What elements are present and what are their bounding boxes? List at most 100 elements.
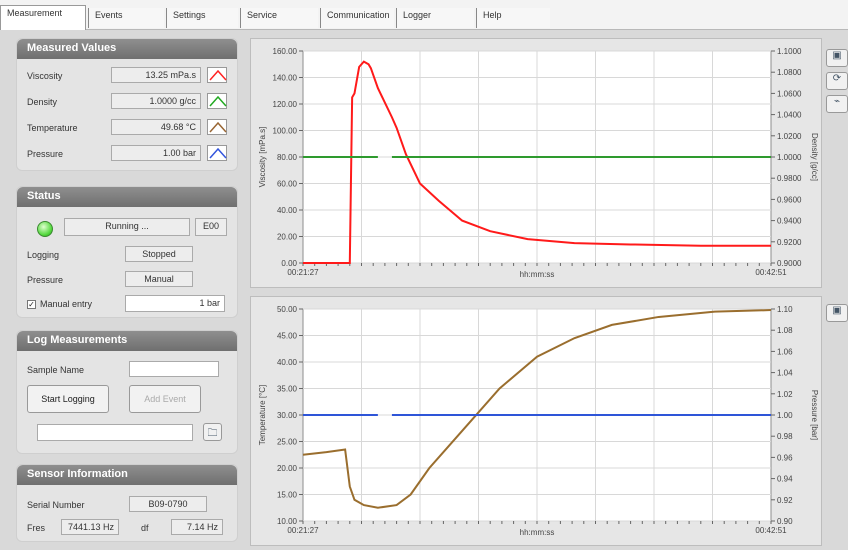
y-tick-label: 50.00 [277, 305, 298, 314]
measured-values-title: Measured Values [17, 39, 237, 59]
y2-tick-label: 0.9600 [777, 195, 802, 204]
add-event-button[interactable]: Add Event [129, 385, 201, 413]
temperature-pressure-plot: 10.00 15.00 20.00 25.00 30.00 35.00 40.00 45.00… [258, 305, 819, 537]
series-line [303, 60, 771, 264]
viscosity-label: Viscosity [27, 71, 63, 81]
tab-measurement[interactable]: Measurement [0, 5, 86, 30]
status-title: Status [17, 187, 237, 207]
status-state: Running ... [64, 218, 190, 236]
x-axis-label: hh:mm:ss [520, 528, 555, 537]
tab-help[interactable]: Help [476, 8, 550, 28]
y2-tick-label: 0.90 [777, 517, 793, 526]
temperature-label: Temperature [27, 123, 78, 133]
y2-tick-label: 1.0000 [777, 153, 802, 162]
y2-tick-label: 1.0400 [777, 111, 802, 120]
log-measurements-panel: Log Measurements Sample Name Start Loggi… [16, 330, 238, 454]
tab-logger[interactable]: Logger [396, 8, 474, 28]
y2-tick-label: 1.0800 [777, 68, 802, 77]
manual-entry-checkbox[interactable]: ✓ [27, 300, 36, 309]
y-axis-label: Temperature [°C] [258, 385, 267, 446]
y-tick-label: 20.00 [277, 464, 298, 473]
temperature-pressure-chart: 10.00 15.00 20.00 25.00 30.00 35.00 40.00 45.00… [250, 296, 822, 546]
manual-entry-input[interactable]: 1 bar [125, 295, 225, 312]
fres-label: Fres [27, 523, 45, 533]
fres-value: 7441.13 Hz [61, 519, 119, 535]
status-panel: Status Running ... E00 Logging Stopped P… [16, 186, 238, 318]
y2-tick-label: 1.06 [777, 347, 793, 356]
x-tick-label: 00:42:51 [755, 526, 787, 535]
y-tick-label: 120.00 [273, 100, 298, 109]
y-tick-label: 15.00 [277, 491, 298, 500]
y2-tick-label: 1.1000 [777, 47, 802, 56]
y2-tick-label: 0.9800 [777, 174, 802, 183]
temperature-trend-icon[interactable] [207, 119, 227, 135]
y2-axis-label: Density [g/cc] [810, 133, 819, 181]
refresh-icon[interactable]: ⟳ [826, 72, 848, 90]
y2-tick-label: 0.9200 [777, 238, 802, 247]
y-tick-label: 140.00 [273, 74, 298, 83]
viscosity-value: 13.25 mPa.s [111, 67, 201, 83]
y2-tick-label: 1.00 [777, 411, 793, 420]
pressure-trend-icon[interactable] [207, 145, 227, 161]
pressure-label: Pressure [27, 149, 64, 159]
temperature-value: 49.68 °C [111, 119, 201, 135]
y-tick-label: 30.00 [277, 411, 298, 420]
status-led-icon [37, 221, 53, 237]
x-tick-label: 00:21:27 [287, 526, 319, 535]
df-label: df [141, 523, 149, 533]
y2-tick-label: 0.9000 [777, 259, 802, 268]
y-tick-label: 40.00 [277, 206, 298, 215]
pressure-mode-value: Manual [125, 271, 193, 287]
tab-service[interactable]: Service [240, 8, 318, 28]
y-tick-label: 40.00 [277, 358, 298, 367]
y2-tick-label: 1.08 [777, 326, 793, 335]
y2-tick-label: 0.94 [777, 475, 793, 484]
pressure-mode-label: Pressure [27, 275, 64, 285]
y-tick-label: 60.00 [277, 180, 298, 189]
log-file-input[interactable] [37, 424, 193, 441]
status-code: E00 [195, 218, 227, 236]
y-tick-label: 10.00 [277, 517, 298, 526]
serial-number-value: B09-0790 [129, 496, 207, 512]
viscosity-density-chart: 0.00 20.00 40.00 60.00 80.00 100.00 120.00 140.… [250, 38, 822, 288]
sensor-information-panel: Sensor Information Serial Number B09-079… [16, 464, 238, 542]
density-trend-icon[interactable] [207, 93, 227, 109]
x-tick-label: 00:42:51 [755, 268, 787, 277]
manual-entry-label: Manual entry [40, 299, 93, 309]
start-logging-button[interactable]: Start Logging [27, 385, 109, 413]
viscosity-density-plot: 0.00 20.00 40.00 60.00 80.00 100.00 120.00 140.… [258, 47, 819, 279]
y-tick-label: 100.00 [273, 127, 298, 136]
y2-axis-label: Pressure [bar] [810, 390, 819, 440]
x-tick-label: 00:21:27 [287, 268, 319, 277]
measured-values-panel: Measured Values Viscosity 13.25 mPa.s De… [16, 38, 238, 171]
y2-tick-label: 1.04 [777, 369, 793, 378]
x-axis-label: hh:mm:ss [520, 270, 555, 279]
tab-events[interactable]: Events [88, 8, 164, 28]
browse-folder-icon[interactable]: 🗀 [203, 423, 222, 441]
chart-area: 0.00 20.00 40.00 60.00 80.00 100.00 120.00 140.… [250, 38, 822, 546]
sample-name-input[interactable] [129, 361, 219, 377]
log-measurements-title: Log Measurements [17, 331, 237, 351]
viscosity-trend-icon[interactable] [207, 67, 227, 83]
sample-name-label: Sample Name [27, 365, 85, 375]
logging-label: Logging [27, 250, 60, 260]
camera-icon-bottom[interactable]: ▣ [826, 304, 848, 322]
y2-tick-label: 1.0600 [777, 89, 802, 98]
y2-tick-label: 0.9400 [777, 217, 802, 226]
y-axis-label: Viscosity [mPa.s] [258, 127, 267, 188]
logging-value: Stopped [125, 246, 193, 262]
left-panels: Measured Values Viscosity 13.25 mPa.s De… [16, 38, 238, 542]
y-tick-label: 20.00 [277, 233, 298, 242]
camera-icon-top[interactable]: ▣ [826, 49, 848, 67]
y-tick-label: 25.00 [277, 438, 298, 447]
zoom-icon[interactable]: ⌁ [826, 95, 848, 113]
serial-number-label: Serial Number [27, 500, 85, 510]
y-tick-label: 35.00 [277, 385, 298, 394]
y2-tick-label: 0.96 [777, 453, 793, 462]
tab-communication[interactable]: Communication [320, 8, 394, 28]
y-tick-label: 0.00 [281, 259, 297, 268]
y2-tick-label: 0.98 [777, 432, 793, 441]
df-value: 7.14 Hz [171, 519, 223, 535]
density-label: Density [27, 97, 58, 107]
tab-settings[interactable]: Settings [166, 8, 238, 28]
